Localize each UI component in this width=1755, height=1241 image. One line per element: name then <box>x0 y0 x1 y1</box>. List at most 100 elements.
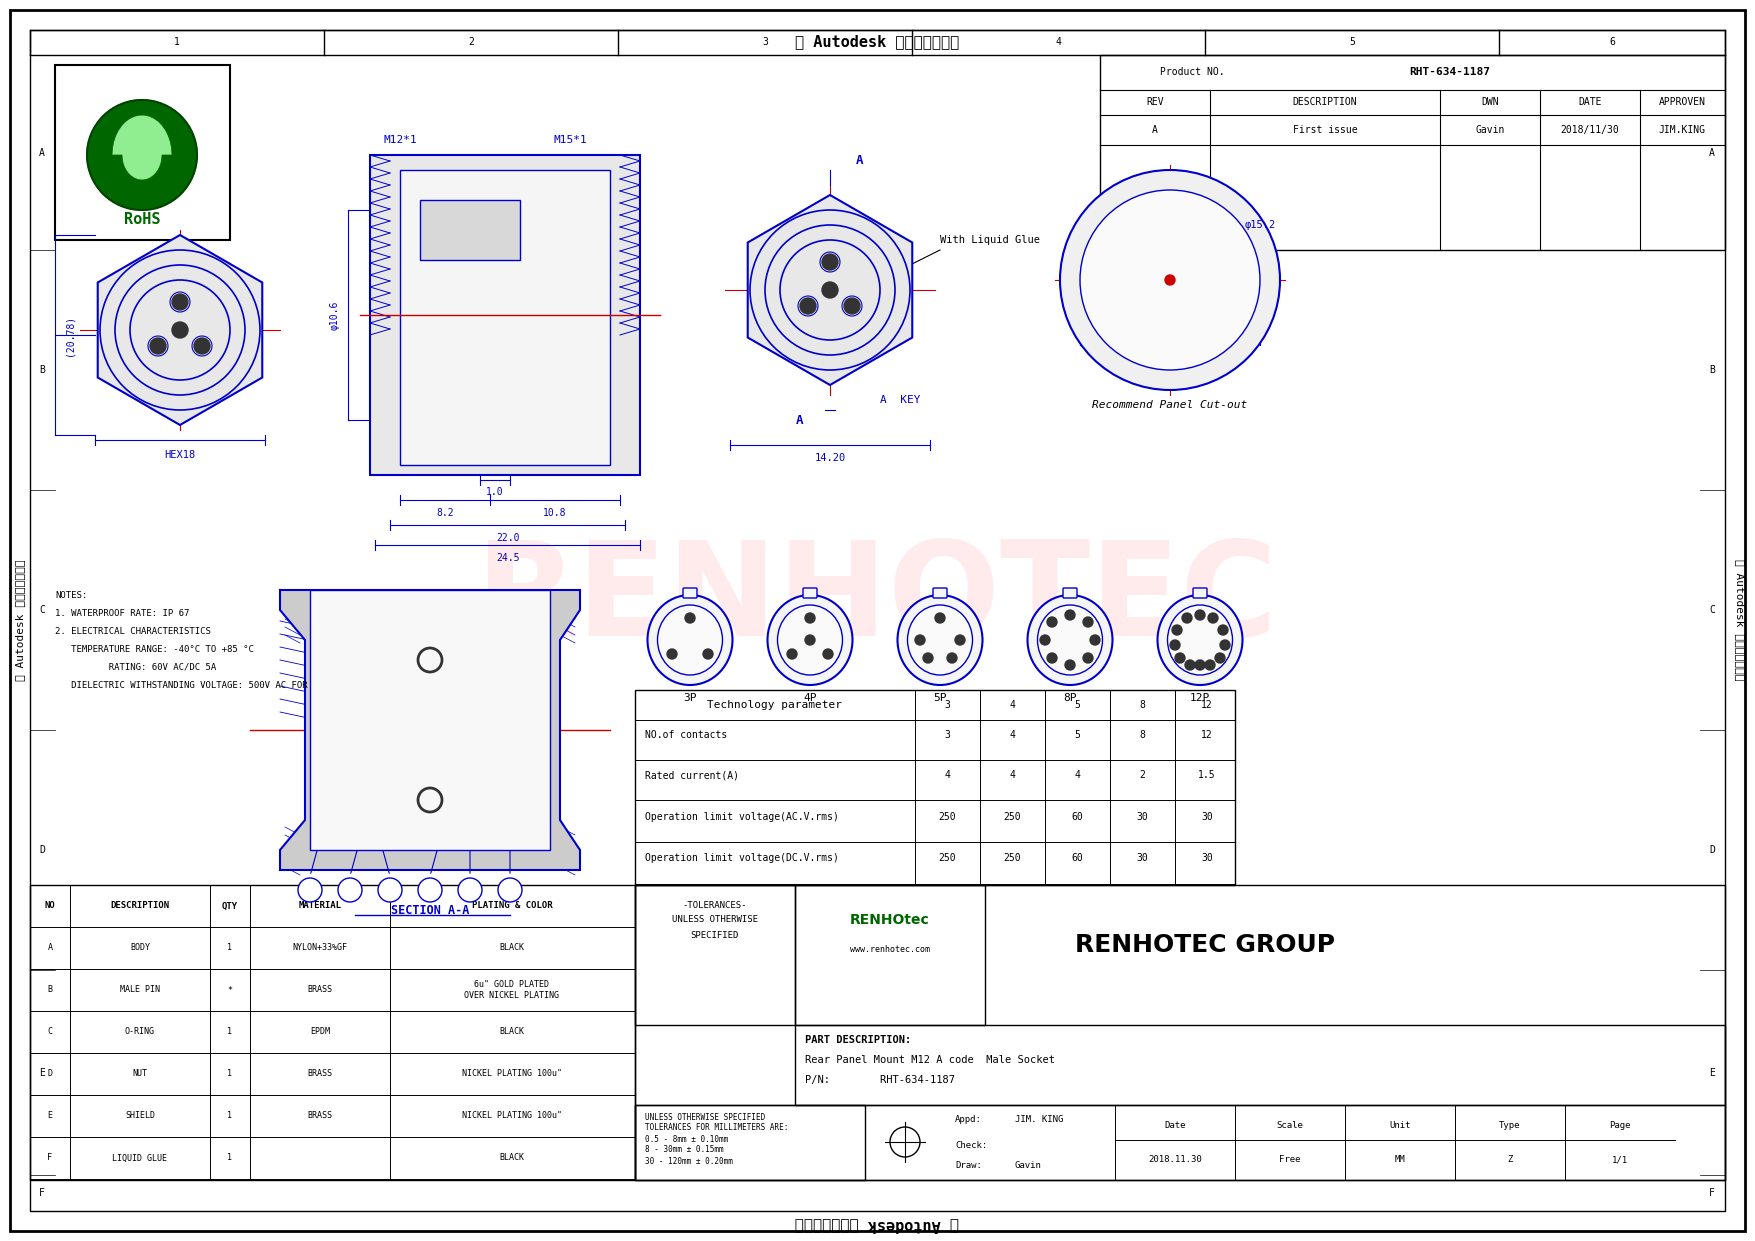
Text: F: F <box>47 1153 53 1163</box>
Text: φ10.6: φ10.6 <box>330 300 340 330</box>
Text: Draw:: Draw: <box>955 1160 981 1169</box>
Circle shape <box>172 321 188 338</box>
Text: 1: 1 <box>228 1070 232 1078</box>
Text: 3: 3 <box>762 37 769 47</box>
Text: REV: REV <box>1146 97 1164 107</box>
Text: JIM. KING: JIM. KING <box>1014 1116 1064 1124</box>
Text: PLATING & COLOR: PLATING & COLOR <box>472 901 553 911</box>
Text: D: D <box>426 885 433 895</box>
FancyBboxPatch shape <box>934 588 948 598</box>
Text: 1.0: 1.0 <box>486 486 504 496</box>
Text: C: C <box>388 885 393 895</box>
Polygon shape <box>98 235 261 424</box>
Circle shape <box>1083 617 1093 627</box>
Text: RENHOTEC GROUP: RENHOTEC GROUP <box>1076 933 1336 957</box>
Text: 4: 4 <box>1009 700 1014 710</box>
Bar <box>635 885 1725 1180</box>
Text: A: A <box>39 148 46 158</box>
Text: E: E <box>47 1112 53 1121</box>
Bar <box>381 752 541 768</box>
Text: C: C <box>1709 606 1715 616</box>
Text: 5: 5 <box>1350 37 1355 47</box>
Text: Z: Z <box>1508 1155 1513 1164</box>
Text: 1: 1 <box>228 943 232 953</box>
Text: 2018.11.30: 2018.11.30 <box>1148 1155 1202 1164</box>
Text: DESCRIPTION: DESCRIPTION <box>111 901 170 911</box>
Circle shape <box>844 298 860 314</box>
Bar <box>795 885 985 1025</box>
Bar <box>30 885 635 1180</box>
Circle shape <box>1206 660 1214 670</box>
Circle shape <box>955 635 965 645</box>
Text: PART DESCRIPTION:: PART DESCRIPTION: <box>806 1035 911 1045</box>
Text: Product NO.: Product NO. <box>1160 67 1225 77</box>
Text: Rear Panel Mount M12 A code  Male Socket: Rear Panel Mount M12 A code Male Socket <box>806 1055 1055 1065</box>
Text: 1: 1 <box>174 37 181 47</box>
Text: 8.2: 8.2 <box>437 508 455 517</box>
Text: 12: 12 <box>1200 730 1213 740</box>
Text: 12P: 12P <box>1190 692 1211 702</box>
Circle shape <box>806 635 814 645</box>
Text: A: A <box>467 885 472 895</box>
Text: 30: 30 <box>1200 812 1213 822</box>
Circle shape <box>458 877 483 902</box>
Text: QTY: QTY <box>221 901 239 911</box>
Circle shape <box>1195 611 1206 620</box>
Circle shape <box>1065 611 1076 620</box>
Text: 30: 30 <box>1200 853 1213 862</box>
Text: With Liquid Glue: With Liquid Glue <box>941 235 1041 244</box>
Ellipse shape <box>658 606 723 675</box>
Text: Scale: Scale <box>1276 1121 1304 1129</box>
Bar <box>795 1025 1725 1104</box>
Circle shape <box>1185 660 1195 670</box>
Ellipse shape <box>1167 606 1232 675</box>
Text: NUT: NUT <box>132 1070 147 1078</box>
Bar <box>54 65 230 240</box>
Text: 30 - 120mm ± 0.20mm: 30 - 120mm ± 0.20mm <box>646 1157 734 1165</box>
Bar <box>419 200 519 261</box>
Bar <box>635 885 795 1025</box>
Bar <box>1100 55 1725 249</box>
Circle shape <box>298 877 321 902</box>
Circle shape <box>1207 613 1218 623</box>
Text: MATERIAL: MATERIAL <box>298 901 342 911</box>
Text: 22.0: 22.0 <box>497 532 519 544</box>
Text: 3: 3 <box>944 730 949 740</box>
Text: JIM.KING: JIM.KING <box>1658 125 1706 135</box>
Text: 60: 60 <box>1071 853 1083 862</box>
Circle shape <box>800 298 816 314</box>
Text: TEMPERATURE RANGE: -40°C TO +85 °C: TEMPERATURE RANGE: -40°C TO +85 °C <box>54 644 254 654</box>
Circle shape <box>1195 660 1206 670</box>
Circle shape <box>914 635 925 645</box>
Text: RATING: 60V AC/DC 5A: RATING: 60V AC/DC 5A <box>54 663 216 671</box>
Text: A: A <box>856 154 863 166</box>
Text: A: A <box>1709 148 1715 158</box>
Text: Rated current(A): Rated current(A) <box>646 769 739 781</box>
Text: -TOLERANCES-: -TOLERANCES- <box>683 901 748 910</box>
Circle shape <box>1218 625 1228 635</box>
Text: Technology parameter: Technology parameter <box>707 700 842 710</box>
FancyBboxPatch shape <box>1193 588 1207 598</box>
Circle shape <box>418 877 442 902</box>
Ellipse shape <box>907 606 972 675</box>
Text: NOTES:: NOTES: <box>54 591 88 599</box>
Text: 1: 1 <box>228 1028 232 1036</box>
Text: 2. ELECTRICAL CHARACTERISTICS: 2. ELECTRICAL CHARACTERISTICS <box>54 627 211 635</box>
Text: Appd:: Appd: <box>955 1116 981 1124</box>
Text: MALE PIN: MALE PIN <box>119 985 160 994</box>
Circle shape <box>1083 653 1093 663</box>
Ellipse shape <box>1158 594 1243 685</box>
Text: 250: 250 <box>1004 812 1021 822</box>
Text: MM: MM <box>1395 1155 1406 1164</box>
Circle shape <box>172 294 188 310</box>
Text: 由 Autodesk 教育版产品制作: 由 Autodesk 教育版产品制作 <box>795 1217 960 1232</box>
Text: BLACK: BLACK <box>500 1028 525 1036</box>
Circle shape <box>684 613 695 623</box>
Text: NYLON+33%GF: NYLON+33%GF <box>293 943 347 953</box>
Text: NO.of contacts: NO.of contacts <box>646 730 727 740</box>
Circle shape <box>1165 276 1176 285</box>
Text: BLACK: BLACK <box>500 1153 525 1163</box>
Text: 250: 250 <box>1004 853 1021 862</box>
Text: 30: 30 <box>1135 812 1148 822</box>
FancyBboxPatch shape <box>804 588 818 598</box>
